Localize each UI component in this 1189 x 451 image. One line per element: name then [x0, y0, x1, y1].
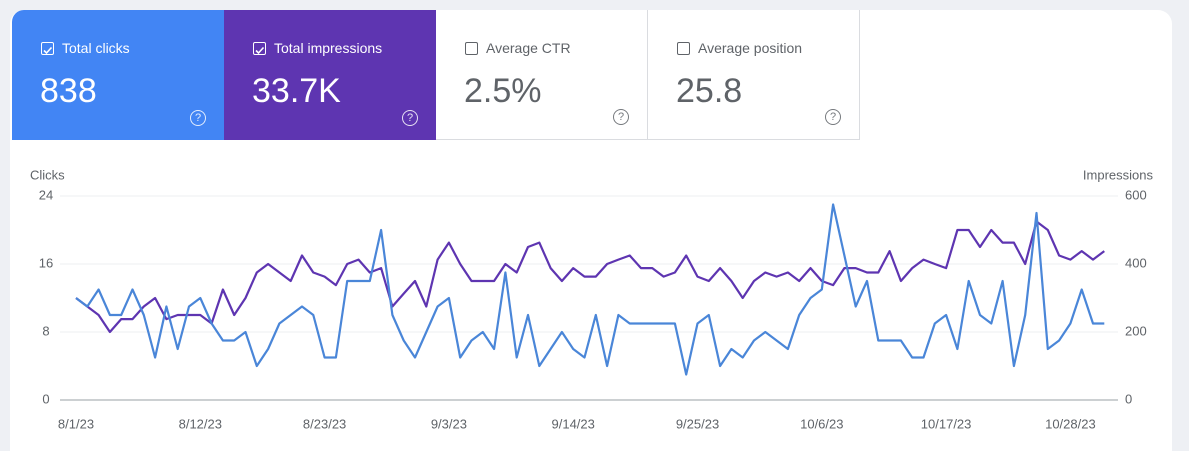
y-tick-label: 24: [39, 187, 53, 202]
metric-card[interactable]: Total clicks 838?: [12, 10, 224, 140]
series-line: [75, 203, 1105, 376]
performance-panel: Total clicks 838? Total impressions 33.7K? A…: [10, 10, 1172, 451]
metric-label: Total impressions: [274, 40, 383, 56]
x-tick-label: 8/1/23: [58, 416, 94, 431]
checkbox[interactable]: [253, 42, 266, 55]
metric-value: 33.7K: [252, 72, 341, 110]
y-tick-label: 16: [39, 255, 53, 270]
x-tick-label: 9/3/23: [431, 416, 467, 431]
y2-axis-title: Impressions: [1083, 167, 1154, 182]
metric-label-row: Total impressions: [252, 40, 382, 56]
y2-tick-label: 600: [1125, 187, 1147, 202]
series-line: [75, 220, 1105, 334]
checkbox[interactable]: [465, 42, 478, 55]
x-tick-label: 10/6/23: [800, 416, 843, 431]
help-icon[interactable]: ?: [402, 110, 418, 126]
metric-label-row: Average CTR: [464, 40, 571, 56]
x-tick-label: 9/14/23: [552, 416, 595, 431]
metric-label: Average position: [698, 40, 803, 56]
checkbox[interactable]: [677, 42, 690, 55]
x-tick-label: 10/17/23: [921, 416, 972, 431]
x-tick-label: 8/12/23: [179, 416, 222, 431]
y2-tick-label: 200: [1125, 323, 1147, 338]
y2-tick-label: 0: [1125, 391, 1132, 406]
metric-label: Total clicks: [62, 40, 130, 56]
y-tick-label: 8: [42, 323, 49, 338]
x-tick-label: 10/28/23: [1045, 416, 1096, 431]
metric-card[interactable]: Average CTR 2.5%?: [436, 10, 648, 140]
y2-tick-label: 400: [1125, 255, 1147, 270]
metric-value: 838: [40, 72, 97, 110]
x-tick-label: 8/23/23: [303, 416, 346, 431]
metric-value: 2.5%: [464, 72, 542, 110]
help-icon[interactable]: ?: [613, 109, 629, 125]
help-icon[interactable]: ?: [190, 110, 206, 126]
metric-label-row: Total clicks: [40, 40, 130, 56]
y-axis-title: Clicks: [30, 167, 65, 182]
metric-card[interactable]: Average position 25.8?: [648, 10, 860, 140]
metric-value: 25.8: [676, 72, 743, 110]
help-icon[interactable]: ?: [825, 109, 841, 125]
y-tick-label: 0: [42, 391, 49, 406]
metric-label-row: Average position: [676, 40, 802, 56]
x-tick-label: 9/25/23: [676, 416, 719, 431]
metric-label: Average CTR: [486, 40, 571, 56]
metric-card[interactable]: Total impressions 33.7K?: [224, 10, 436, 140]
checkbox[interactable]: [41, 42, 54, 55]
